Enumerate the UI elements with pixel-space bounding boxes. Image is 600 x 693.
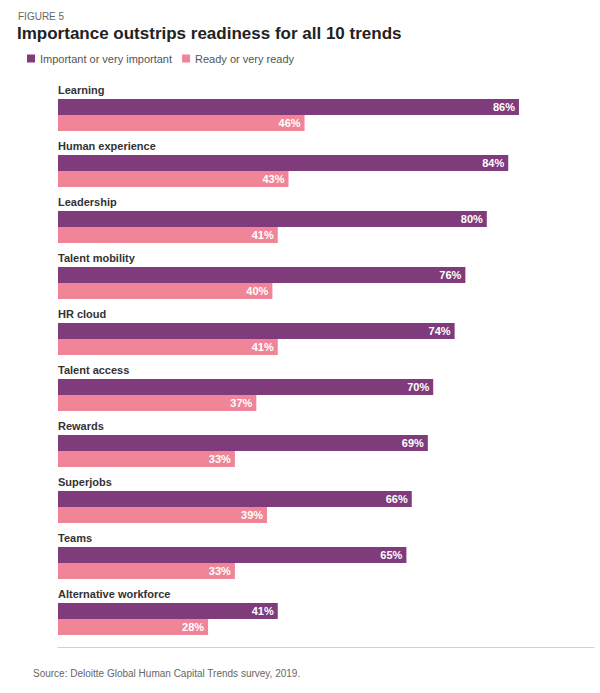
- svg-text:76%: 76%: [439, 269, 461, 281]
- svg-text:Leadership: Leadership: [58, 196, 117, 208]
- svg-text:FIGURE 5: FIGURE 5: [18, 11, 65, 22]
- svg-text:Talent mobility: Talent mobility: [58, 252, 136, 264]
- svg-text:Rewards: Rewards: [58, 420, 104, 432]
- svg-text:Learning: Learning: [58, 84, 104, 96]
- svg-text:39%: 39%: [241, 509, 263, 521]
- svg-text:Ready or very ready: Ready or very ready: [195, 53, 295, 65]
- svg-text:Superjobs: Superjobs: [58, 476, 112, 488]
- svg-text:69%: 69%: [402, 437, 424, 449]
- svg-text:Alternative workforce: Alternative workforce: [58, 588, 170, 600]
- svg-text:80%: 80%: [461, 213, 483, 225]
- svg-text:33%: 33%: [209, 453, 231, 465]
- svg-text:41%: 41%: [252, 605, 274, 617]
- svg-text:84%: 84%: [482, 157, 504, 169]
- svg-text:Teams: Teams: [58, 532, 92, 544]
- svg-text:Human experience: Human experience: [58, 140, 156, 152]
- svg-text:65%: 65%: [380, 549, 402, 561]
- svg-text:33%: 33%: [209, 565, 231, 577]
- svg-text:70%: 70%: [407, 381, 429, 393]
- svg-text:66%: 66%: [386, 493, 408, 505]
- svg-text:41%: 41%: [252, 229, 274, 241]
- svg-text:Source: Deloitte Global Human: Source: Deloitte Global Human Capital Tr…: [33, 668, 300, 679]
- svg-text:43%: 43%: [262, 173, 284, 185]
- svg-text:37%: 37%: [230, 397, 252, 409]
- svg-text:Importance outstrips readiness: Importance outstrips readiness for all 1…: [17, 24, 402, 43]
- svg-text:Talent access: Talent access: [58, 364, 129, 376]
- svg-text:41%: 41%: [252, 341, 274, 353]
- svg-text:40%: 40%: [246, 285, 268, 297]
- svg-text:28%: 28%: [182, 621, 204, 633]
- svg-text:HR cloud: HR cloud: [58, 308, 106, 320]
- svg-text:86%: 86%: [493, 101, 515, 113]
- svg-text:Important or very important: Important or very important: [40, 53, 172, 65]
- svg-text:46%: 46%: [279, 117, 301, 129]
- svg-text:74%: 74%: [429, 325, 451, 337]
